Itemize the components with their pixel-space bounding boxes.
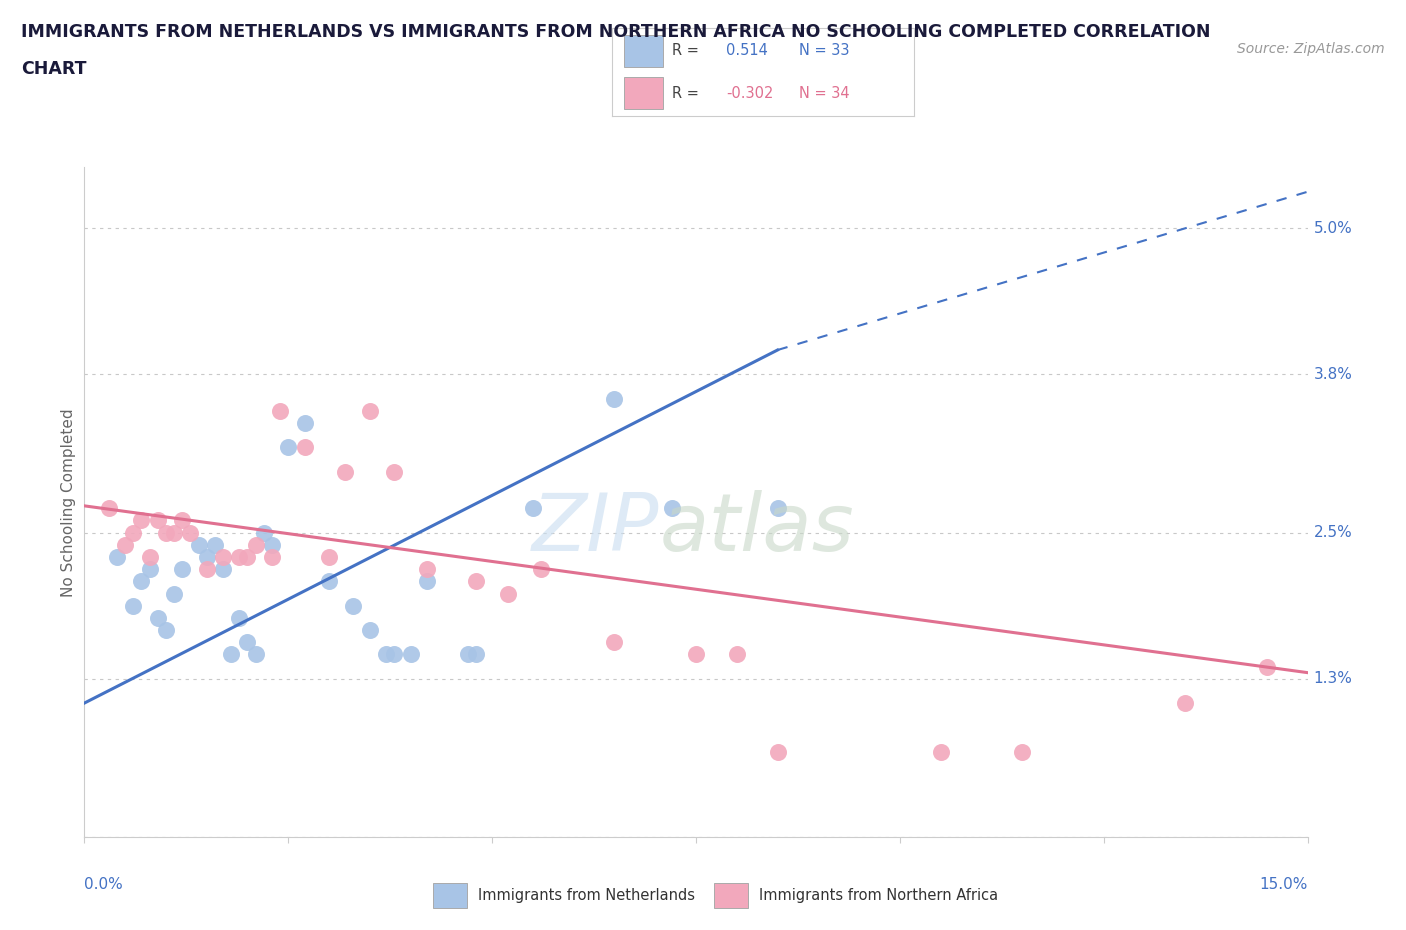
Bar — [624, 35, 664, 67]
Point — [131, 513, 153, 528]
Point — [97, 501, 120, 516]
Point — [163, 586, 186, 601]
Point — [277, 440, 299, 455]
Point — [122, 525, 145, 540]
Text: CHART: CHART — [21, 60, 87, 78]
Point — [131, 574, 153, 589]
Text: 15.0%: 15.0% — [1260, 877, 1308, 892]
Point — [522, 501, 544, 516]
Point — [359, 404, 381, 418]
Text: Immigrants from Netherlands: Immigrants from Netherlands — [478, 887, 695, 903]
Text: ZIP: ZIP — [531, 490, 659, 568]
Point — [766, 744, 789, 759]
Point — [212, 562, 235, 577]
Bar — [433, 883, 467, 908]
Point — [382, 464, 405, 479]
Point — [179, 525, 201, 540]
Point — [105, 550, 128, 565]
Point — [138, 550, 160, 565]
Point — [269, 404, 291, 418]
Text: 2.5%: 2.5% — [1313, 525, 1353, 540]
Point — [253, 525, 276, 540]
Text: N = 34: N = 34 — [799, 86, 849, 100]
Text: N = 33: N = 33 — [799, 44, 849, 59]
Point — [1011, 744, 1033, 759]
Point — [335, 464, 357, 479]
Point — [195, 550, 218, 565]
Point — [725, 647, 748, 662]
Point — [146, 513, 169, 528]
Text: 5.0%: 5.0% — [1313, 220, 1353, 236]
Text: Source: ZipAtlas.com: Source: ZipAtlas.com — [1237, 42, 1385, 56]
Point — [359, 622, 381, 637]
Point — [1174, 696, 1197, 711]
Point — [382, 647, 405, 662]
Point — [464, 574, 486, 589]
Text: IMMIGRANTS FROM NETHERLANDS VS IMMIGRANTS FROM NORTHERN AFRICA NO SCHOOLING COMP: IMMIGRANTS FROM NETHERLANDS VS IMMIGRANT… — [21, 23, 1211, 41]
Point — [155, 622, 177, 637]
Point — [172, 513, 194, 528]
Point — [245, 647, 267, 662]
Point — [163, 525, 186, 540]
Point — [416, 574, 439, 589]
Point — [318, 550, 340, 565]
Point — [172, 562, 194, 577]
Text: atlas: atlas — [659, 490, 853, 568]
Point — [260, 538, 283, 552]
Point — [530, 562, 553, 577]
Point — [294, 440, 316, 455]
Bar — [624, 77, 664, 109]
Point — [245, 538, 267, 552]
Text: 1.3%: 1.3% — [1313, 671, 1353, 686]
Point — [228, 550, 250, 565]
Point — [228, 610, 250, 625]
Point — [236, 635, 259, 650]
Point — [155, 525, 177, 540]
Point — [195, 562, 218, 577]
Point — [294, 416, 316, 431]
Point — [114, 538, 136, 552]
Point — [146, 610, 169, 625]
Point — [138, 562, 160, 577]
Point — [399, 647, 422, 662]
Point — [1256, 659, 1278, 674]
Text: 0.514: 0.514 — [727, 44, 768, 59]
Text: 0.0%: 0.0% — [84, 877, 124, 892]
Point — [187, 538, 209, 552]
Point — [685, 647, 707, 662]
Point — [375, 647, 398, 662]
Text: Immigrants from Northern Africa: Immigrants from Northern Africa — [759, 887, 998, 903]
Point — [260, 550, 283, 565]
Text: -0.302: -0.302 — [727, 86, 773, 100]
Point — [342, 598, 364, 613]
Point — [929, 744, 952, 759]
Point — [766, 501, 789, 516]
Point — [212, 550, 235, 565]
Point — [416, 562, 439, 577]
Point — [498, 586, 520, 601]
Bar — [714, 883, 748, 908]
Point — [204, 538, 226, 552]
Point — [464, 647, 486, 662]
Text: R =: R = — [672, 86, 703, 100]
Point — [318, 574, 340, 589]
Point — [603, 635, 626, 650]
Point — [122, 598, 145, 613]
Y-axis label: No Schooling Completed: No Schooling Completed — [60, 408, 76, 596]
Text: R =: R = — [672, 44, 703, 59]
Point — [236, 550, 259, 565]
Point — [603, 392, 626, 406]
Point — [661, 501, 683, 516]
Text: 3.8%: 3.8% — [1313, 366, 1353, 382]
Point — [219, 647, 242, 662]
Point — [457, 647, 479, 662]
